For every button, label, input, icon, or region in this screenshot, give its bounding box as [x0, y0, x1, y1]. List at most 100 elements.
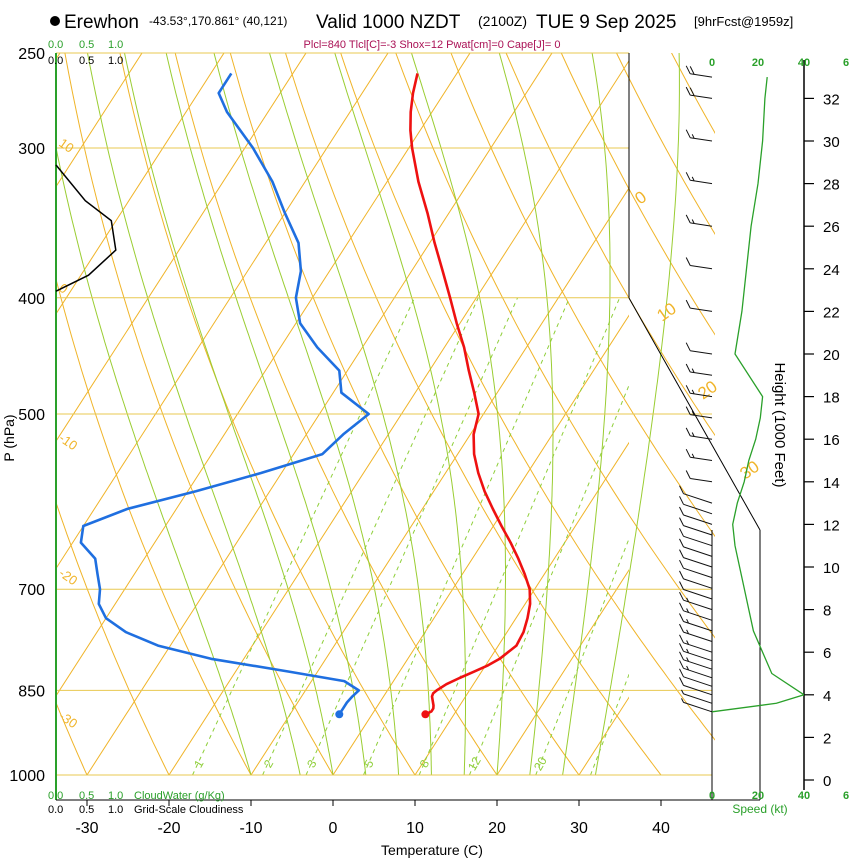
mixing-ratio-line	[418, 297, 621, 775]
height-tick-label: 4	[823, 688, 831, 705]
speed-title: Speed (kt)	[732, 802, 787, 816]
wind-barb	[679, 602, 713, 621]
speed-bottom-tick: 20	[752, 790, 764, 802]
cloudiness-bottom-tick: 0.5	[79, 804, 94, 816]
pressure-tick-label: 400	[18, 291, 45, 308]
temperature-series	[409, 73, 532, 719]
temperature-tick-label: -30	[75, 820, 98, 837]
height-tick-label: 22	[823, 304, 840, 321]
height-tick-label: 12	[823, 517, 840, 534]
dry-adiabat-line	[0, 32, 5, 775]
forecast-info: [9hrFcst@1959z]	[694, 14, 793, 29]
height-tick-label: 10	[823, 560, 840, 577]
isotherm-label: -20	[56, 565, 80, 588]
height-tick-label: 16	[823, 432, 840, 449]
mixing-ratio-label: 2	[261, 757, 277, 770]
isotherm-line	[56, 53, 307, 443]
isotherm-lines	[56, 32, 850, 775]
wind-barb	[679, 651, 713, 670]
dry-adiabat-line	[229, 53, 580, 775]
speed-scale: 0 20 40 6 0 20 40 6 Speed (kt)	[709, 57, 849, 816]
cloudiness-bottom-tick: 0.0	[48, 804, 63, 816]
cloudiness-line	[55, 164, 117, 292]
isotherm-line	[56, 53, 389, 570]
dry-adiabat-line	[615, 53, 715, 235]
wind-barb	[679, 643, 713, 662]
dry-adiabat-line	[119, 53, 416, 775]
isotherm-line	[250, 187, 629, 775]
wind-barbs-series	[679, 65, 713, 713]
dry-adiabat-line	[64, 53, 334, 775]
mixing-ratio-line	[468, 383, 629, 775]
moist-adiabat-line	[213, 53, 400, 775]
temperature-tick-label: 40	[652, 820, 670, 837]
wind-barb	[679, 549, 713, 568]
dewpoint-surface-point	[335, 710, 344, 719]
wind-barb	[685, 172, 713, 185]
dry-adiabat-line	[174, 53, 498, 775]
wind-barb	[679, 485, 713, 504]
wind-barb	[685, 406, 713, 419]
pressure-tick-label: 300	[18, 141, 45, 158]
speed-bottom-tick: 6	[843, 790, 849, 802]
mixing-ratio-label: 5	[361, 757, 377, 770]
wind-barb	[679, 506, 713, 525]
wind-barb	[679, 613, 713, 632]
plot-frame	[55, 53, 805, 801]
isotherm-line	[661, 32, 850, 775]
mixing-ratio-label: 12	[465, 754, 484, 773]
isotherm-label: 10	[56, 135, 76, 156]
wind-barb	[685, 427, 713, 440]
speed-top-tick: 6	[843, 57, 849, 69]
isotherm-line	[56, 53, 143, 188]
height-tick-label: 26	[823, 219, 840, 236]
dry-adiabat-line	[56, 500, 170, 775]
height-tick-label: 6	[823, 645, 831, 662]
pressure-tick-label: 700	[18, 582, 45, 599]
wind-barb	[685, 385, 713, 398]
moist-adiabat-line	[56, 145, 252, 775]
dry-adiabat-label: 20	[694, 377, 720, 403]
speed-top-tick: 40	[798, 57, 810, 69]
moist-adiabat-line	[594, 53, 680, 775]
wind-barb	[681, 689, 713, 704]
location-coords: -43.53°,170.861° (40,121)	[149, 14, 287, 28]
cloudiness-label: Grid-Scale Cloudiness	[134, 804, 244, 816]
chart-header: Erewhon -43.53°,170.861° (40,121) Valid …	[50, 12, 793, 51]
temperature-tick-label: 20	[488, 820, 506, 837]
height-tick-label: 8	[823, 603, 831, 620]
dry-adiabat-line	[340, 53, 715, 741]
params-line: Plcl=840 Tlcl[C]=-3 Shox=12 Pwat[cm]=0 C…	[304, 39, 561, 51]
wind-barb	[679, 559, 713, 579]
mixing-ratio-line	[363, 297, 570, 775]
dry-adiabat-line	[671, 53, 715, 134]
dry-adiabat-lines	[0, 32, 715, 775]
valid-date: TUE 9 Sep 2025	[536, 12, 676, 33]
cloud-top-tick: 0.0	[48, 39, 63, 51]
cloud-scale: 0.0 0.5 1.0 0.0 0.5 1.0 0.0 0.5 1.0 Clou…	[48, 39, 244, 816]
wind-barb	[685, 299, 713, 312]
temperature-tick-label: -10	[239, 820, 262, 837]
wind-barb	[685, 65, 713, 78]
mixing-ratio-label: 1	[191, 757, 207, 770]
moist-adiabat-line	[123, 53, 334, 775]
dry-adiabat-label: 10	[653, 299, 679, 325]
cloudiness-top-tick: 1.0	[108, 55, 123, 67]
wind-barb	[685, 470, 713, 483]
cloud-top-tick: 0.5	[79, 39, 94, 51]
dry-adiabat-label: 0	[631, 187, 650, 208]
cloudiness-series	[55, 164, 117, 292]
isotherm-line	[168, 59, 629, 775]
mixing-ratio-line	[590, 673, 629, 775]
isotherm-line	[496, 569, 629, 775]
height-axis-title: Height (1000 Feet)	[771, 362, 788, 487]
wind-barb	[685, 342, 713, 355]
speed-bottom-tick: 40	[798, 790, 810, 802]
wind-barb	[679, 623, 713, 642]
dry-adiabat-label: 30	[736, 457, 762, 483]
x-axis-title: Temperature (C)	[381, 842, 483, 858]
dry-adiabat-line	[395, 53, 715, 639]
dry-adiabat-line	[284, 53, 662, 775]
moist-adiabat-line	[410, 53, 506, 775]
mixing-ratio-line	[305, 297, 519, 775]
